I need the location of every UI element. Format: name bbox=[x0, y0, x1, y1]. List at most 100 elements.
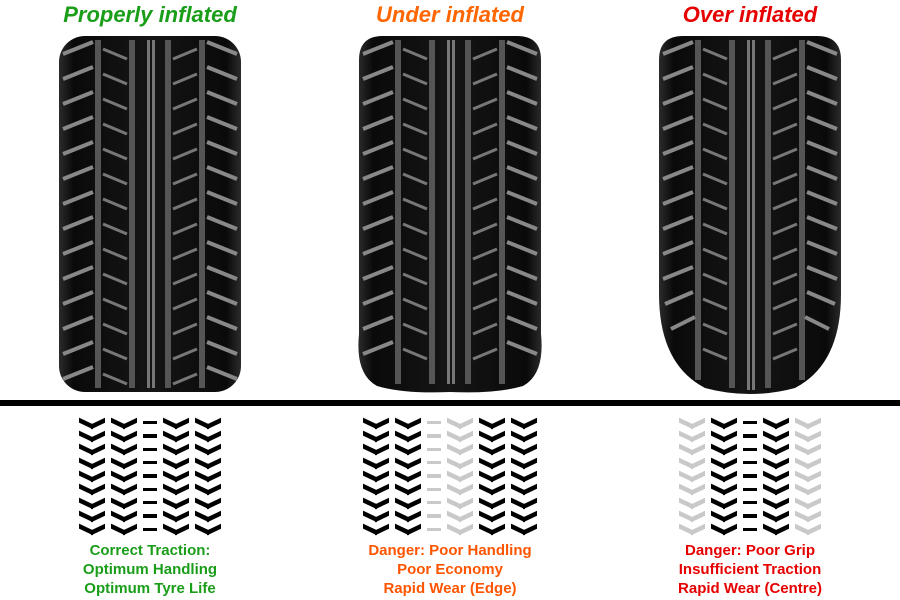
tread-chevron bbox=[743, 461, 757, 464]
tread-chevron bbox=[447, 430, 473, 442]
caption-line: Optimum Handling bbox=[83, 561, 217, 580]
tread-chevron bbox=[763, 510, 789, 522]
caption-line: Correct Traction: bbox=[83, 542, 217, 561]
tread-chevron bbox=[143, 488, 157, 491]
tread-chevron bbox=[447, 523, 473, 535]
tread-chevron bbox=[795, 523, 821, 535]
tread-chevron bbox=[763, 497, 789, 509]
tread-chevron bbox=[743, 488, 757, 491]
tire-illustrations-row: Properly inflated bbox=[0, 0, 900, 400]
tread-chevron bbox=[711, 430, 737, 442]
tread-chevron bbox=[763, 430, 789, 442]
tread-chevron bbox=[395, 523, 421, 535]
tread-chevron bbox=[679, 497, 705, 509]
tread-chevron bbox=[363, 470, 389, 482]
tread-chevron bbox=[427, 421, 441, 424]
column-under: Under inflated bbox=[310, 2, 590, 394]
tread-chevron bbox=[511, 430, 537, 442]
caption-line: Danger: Poor Grip bbox=[678, 542, 822, 561]
tread-chevron bbox=[427, 448, 441, 451]
tread-chevron bbox=[195, 430, 221, 442]
tread-chevron bbox=[427, 474, 441, 477]
tire-illustration-proper bbox=[55, 34, 245, 394]
tread-chevron bbox=[195, 457, 221, 469]
tread-chevron bbox=[447, 497, 473, 509]
tread-chevron bbox=[363, 457, 389, 469]
tread-chevron bbox=[795, 443, 821, 455]
tread-column bbox=[795, 416, 821, 536]
tread-chevron bbox=[395, 430, 421, 442]
tread-chevron bbox=[679, 510, 705, 522]
tread-chevron bbox=[395, 443, 421, 455]
tread-chevron bbox=[111, 457, 137, 469]
tread-chevron bbox=[795, 497, 821, 509]
tread-chevron bbox=[143, 461, 157, 464]
tread-chevron bbox=[143, 434, 157, 437]
tread-chevron bbox=[195, 523, 221, 535]
tread-chevron bbox=[143, 421, 157, 424]
tread-chevron bbox=[163, 510, 189, 522]
tread-column bbox=[743, 416, 757, 536]
tread-chevron bbox=[795, 510, 821, 522]
tread-chevron bbox=[195, 510, 221, 522]
tread-column bbox=[363, 416, 389, 536]
tread-chevron bbox=[711, 457, 737, 469]
tread-chevron bbox=[479, 497, 505, 509]
tread-chevron bbox=[79, 443, 105, 455]
tread-chevron bbox=[79, 457, 105, 469]
tread-chevron bbox=[427, 488, 441, 491]
tread-chevron bbox=[143, 501, 157, 504]
tread-column bbox=[163, 416, 189, 536]
tread-chevron bbox=[163, 430, 189, 442]
tread-chevron bbox=[743, 448, 757, 451]
tread-chevron bbox=[711, 470, 737, 482]
tread-column bbox=[427, 416, 441, 536]
tread-chevron bbox=[511, 523, 537, 535]
tread-chevron bbox=[111, 483, 137, 495]
title-under: Under inflated bbox=[376, 2, 524, 28]
tread-column bbox=[511, 416, 537, 536]
tread-chevron bbox=[511, 457, 537, 469]
tread-chevron bbox=[195, 443, 221, 455]
tread-chevron bbox=[479, 470, 505, 482]
tread-chevron bbox=[395, 497, 421, 509]
tread-chevron bbox=[763, 523, 789, 535]
title-proper: Properly inflated bbox=[63, 2, 237, 28]
tread-column bbox=[111, 416, 137, 536]
tread-chevron bbox=[795, 457, 821, 469]
tread-chevron bbox=[679, 470, 705, 482]
tread-chevron bbox=[79, 430, 105, 442]
tread-chevron bbox=[763, 417, 789, 429]
tread-chevron bbox=[363, 430, 389, 442]
caption-line: Rapid Wear (Edge) bbox=[368, 580, 531, 599]
tread-chevron bbox=[395, 510, 421, 522]
tread-chevron bbox=[111, 443, 137, 455]
tread-chevron bbox=[447, 470, 473, 482]
tread-chevron bbox=[479, 457, 505, 469]
tread-chevron bbox=[79, 417, 105, 429]
infographic-container: Properly inflated bbox=[0, 0, 900, 600]
tread-chevron bbox=[743, 501, 757, 504]
tread-chevron bbox=[163, 497, 189, 509]
tread-chevron bbox=[763, 483, 789, 495]
tread-chevron bbox=[511, 417, 537, 429]
tread-chevron bbox=[711, 497, 737, 509]
tread-column bbox=[479, 416, 505, 536]
tread-column bbox=[711, 416, 737, 536]
tread-chevron bbox=[363, 510, 389, 522]
tread-chevron bbox=[163, 443, 189, 455]
tread-chevron bbox=[163, 483, 189, 495]
tread-chevron bbox=[427, 528, 441, 531]
tread-chevron bbox=[395, 417, 421, 429]
title-over: Over inflated bbox=[683, 2, 817, 28]
tread-chevron bbox=[479, 417, 505, 429]
tread-column bbox=[195, 416, 221, 536]
tread-chevron bbox=[511, 497, 537, 509]
tread-chevron bbox=[195, 417, 221, 429]
caption-line: Insufficient Traction bbox=[678, 561, 822, 580]
tread-column bbox=[143, 416, 157, 536]
tread-chevron bbox=[143, 448, 157, 451]
tread-chevron bbox=[79, 483, 105, 495]
tread-chevron bbox=[363, 443, 389, 455]
tread-chevron bbox=[511, 470, 537, 482]
